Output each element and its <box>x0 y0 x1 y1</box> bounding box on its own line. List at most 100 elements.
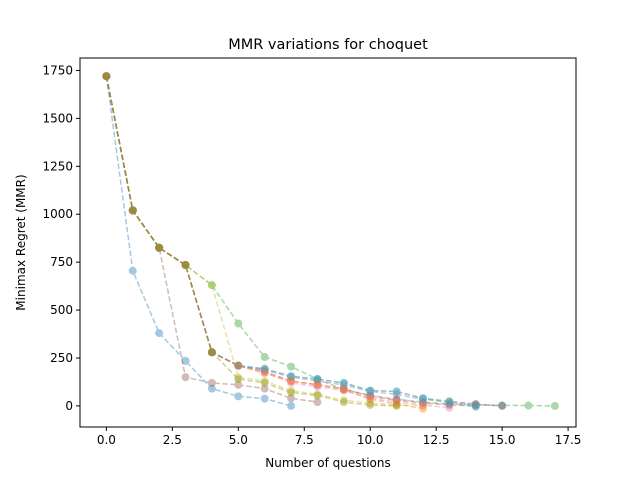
data-point <box>234 319 243 328</box>
series-8 <box>102 72 507 410</box>
data-point <box>260 367 269 376</box>
data-point <box>339 380 348 389</box>
data-point <box>313 391 322 400</box>
data-point <box>471 399 480 408</box>
data-point <box>366 394 375 403</box>
data-point <box>260 364 269 373</box>
data-point <box>234 361 243 370</box>
data-point <box>313 375 322 384</box>
data-point <box>128 206 137 215</box>
data-point <box>366 391 375 400</box>
data-point <box>234 361 243 370</box>
data-point <box>445 398 454 407</box>
data-point <box>102 72 111 81</box>
data-point <box>260 384 269 393</box>
data-point <box>287 376 296 385</box>
data-point <box>128 266 137 275</box>
data-point <box>366 399 375 408</box>
chart-title: MMR variations for choquet <box>228 37 428 53</box>
data-point <box>366 386 375 395</box>
data-point <box>155 243 164 252</box>
data-point <box>234 392 243 401</box>
data-point <box>207 378 216 387</box>
data-point <box>287 386 296 395</box>
data-point <box>313 375 322 384</box>
y-tick-label: 0 <box>65 399 73 413</box>
series-line <box>105 76 503 407</box>
data-point <box>181 261 190 270</box>
series-11 <box>102 72 401 410</box>
data-point <box>128 206 137 215</box>
data-point <box>207 348 216 357</box>
y-tick-label: 750 <box>50 255 73 269</box>
data-point <box>418 394 427 403</box>
data-point <box>445 399 454 408</box>
data-point <box>128 206 137 215</box>
data-point <box>234 375 243 384</box>
data-point <box>471 401 480 410</box>
data-point <box>392 398 401 407</box>
x-tick-label: 2.5 <box>163 433 182 447</box>
data-point <box>339 385 348 394</box>
data-point <box>207 348 216 357</box>
series-line <box>105 76 450 409</box>
series-9 <box>102 72 480 411</box>
series-3 <box>102 72 559 410</box>
data-point <box>260 365 269 374</box>
data-point <box>155 243 164 252</box>
x-tick-label: 12.5 <box>423 433 450 447</box>
y-tick-label: 1500 <box>42 111 73 125</box>
data-point <box>471 402 480 411</box>
data-point <box>287 373 296 382</box>
data-point <box>102 72 111 81</box>
data-point <box>287 372 296 381</box>
y-tick-label: 1000 <box>42 207 73 221</box>
x-tick-label: 0.0 <box>97 433 116 447</box>
data-point <box>181 356 190 365</box>
y-tick-label: 1250 <box>42 159 73 173</box>
x-tick-label: 7.5 <box>295 433 314 447</box>
data-point <box>445 403 454 412</box>
data-point <box>287 378 296 387</box>
data-point <box>234 361 243 370</box>
data-point <box>207 281 216 290</box>
series-line <box>105 76 476 407</box>
data-point <box>498 401 507 410</box>
data-point <box>102 72 111 81</box>
data-point <box>181 373 190 382</box>
data-point <box>339 384 348 393</box>
data-point <box>102 72 111 81</box>
data-point <box>445 397 454 406</box>
data-point <box>366 387 375 396</box>
data-point <box>155 243 164 252</box>
plot-area <box>80 58 576 427</box>
data-point <box>260 353 269 362</box>
data-point <box>207 348 216 357</box>
x-axis-label: Number of questions <box>265 456 391 470</box>
y-tick-label: 500 <box>50 303 73 317</box>
data-point <box>524 401 533 410</box>
data-point <box>155 243 164 252</box>
y-tick-label: 1750 <box>42 63 73 77</box>
x-tick-label: 5.0 <box>229 433 248 447</box>
data-point <box>418 395 427 404</box>
data-point <box>260 369 269 378</box>
data-point <box>339 396 348 405</box>
data-point <box>181 261 190 270</box>
data-point <box>418 399 427 408</box>
data-point <box>181 261 190 270</box>
data-point <box>313 390 322 399</box>
data-point <box>181 261 190 270</box>
data-point <box>287 362 296 371</box>
x-tick-label: 10.0 <box>357 433 384 447</box>
data-point <box>366 395 375 404</box>
data-point <box>128 206 137 215</box>
series-line <box>105 76 555 407</box>
data-point <box>128 206 137 215</box>
data-point <box>418 400 427 409</box>
data-point <box>234 380 243 389</box>
series-1 <box>102 72 296 410</box>
data-point <box>471 400 480 409</box>
data-point <box>392 396 401 405</box>
data-point <box>128 206 137 215</box>
